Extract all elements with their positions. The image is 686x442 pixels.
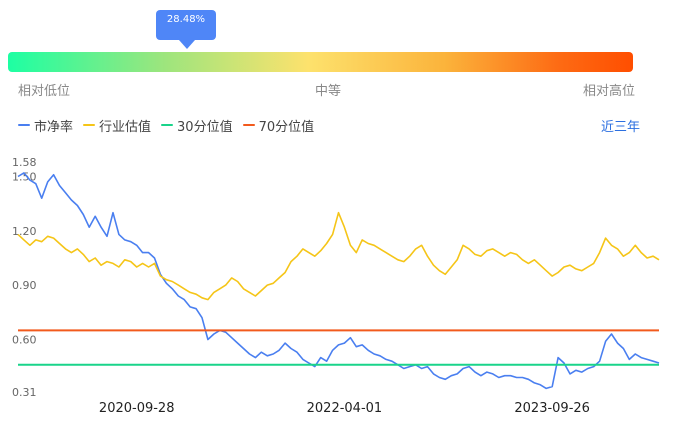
pb-line-chart: 1.581.501.200.900.600.31 2020-09-28 2022-… bbox=[12, 156, 660, 416]
y-tick-label: 0.31 bbox=[12, 386, 37, 399]
range-selector-button[interactable]: 近三年 bbox=[600, 120, 640, 135]
scale-low-label: 相对低位 bbox=[18, 84, 71, 99]
series-line-1 bbox=[17, 211, 660, 301]
x-tick-label: 2022-04-01 bbox=[307, 401, 383, 416]
percentile-tooltip: 28.48% bbox=[156, 10, 216, 49]
y-tick-label: 0.90 bbox=[12, 279, 37, 292]
legend-line-icon bbox=[242, 124, 255, 126]
y-tick-label: 1.20 bbox=[12, 225, 37, 238]
x-tick-label: 2020-09-28 bbox=[99, 401, 175, 416]
chart-series bbox=[17, 172, 660, 390]
legend-item-pb[interactable]: 市净率 bbox=[18, 116, 73, 135]
percentile-indicator: 28.48% 相对低位 中等 相对高位 bbox=[0, 0, 686, 110]
tooltip-arrow-icon bbox=[179, 40, 195, 49]
legend-item-industry[interactable]: 行业估值 bbox=[83, 116, 151, 135]
chart-legend: 市净率 行业估值 30分位值 70分位值 bbox=[18, 116, 324, 135]
scale-high-label: 相对高位 bbox=[583, 84, 636, 99]
legend-label: 市净率 bbox=[34, 119, 74, 135]
legend-item-p30[interactable]: 30分位值 bbox=[161, 116, 233, 135]
x-axis: 2020-09-28 2022-04-01 2023-09-26 bbox=[99, 401, 590, 416]
y-tick-label: 0.60 bbox=[12, 333, 37, 346]
percentile-gradient-bar bbox=[8, 52, 633, 72]
legend-label: 30分位值 bbox=[177, 119, 233, 135]
legend-label: 行业估值 bbox=[99, 119, 152, 135]
legend-line-icon bbox=[18, 124, 30, 126]
series-line-0 bbox=[17, 172, 660, 390]
legend-line-icon bbox=[83, 124, 96, 126]
legend-line-icon bbox=[161, 124, 174, 126]
x-tick-label: 2023-09-26 bbox=[514, 401, 590, 416]
y-tick-label: 1.58 bbox=[12, 156, 37, 169]
percentile-value: 28.48% bbox=[166, 14, 206, 25]
legend-label: 70分位值 bbox=[258, 119, 315, 135]
y-axis: 1.581.501.200.900.600.31 bbox=[12, 156, 37, 399]
scale-mid-label: 中等 bbox=[315, 84, 342, 99]
legend-item-p70[interactable]: 70分位值 bbox=[242, 116, 315, 135]
